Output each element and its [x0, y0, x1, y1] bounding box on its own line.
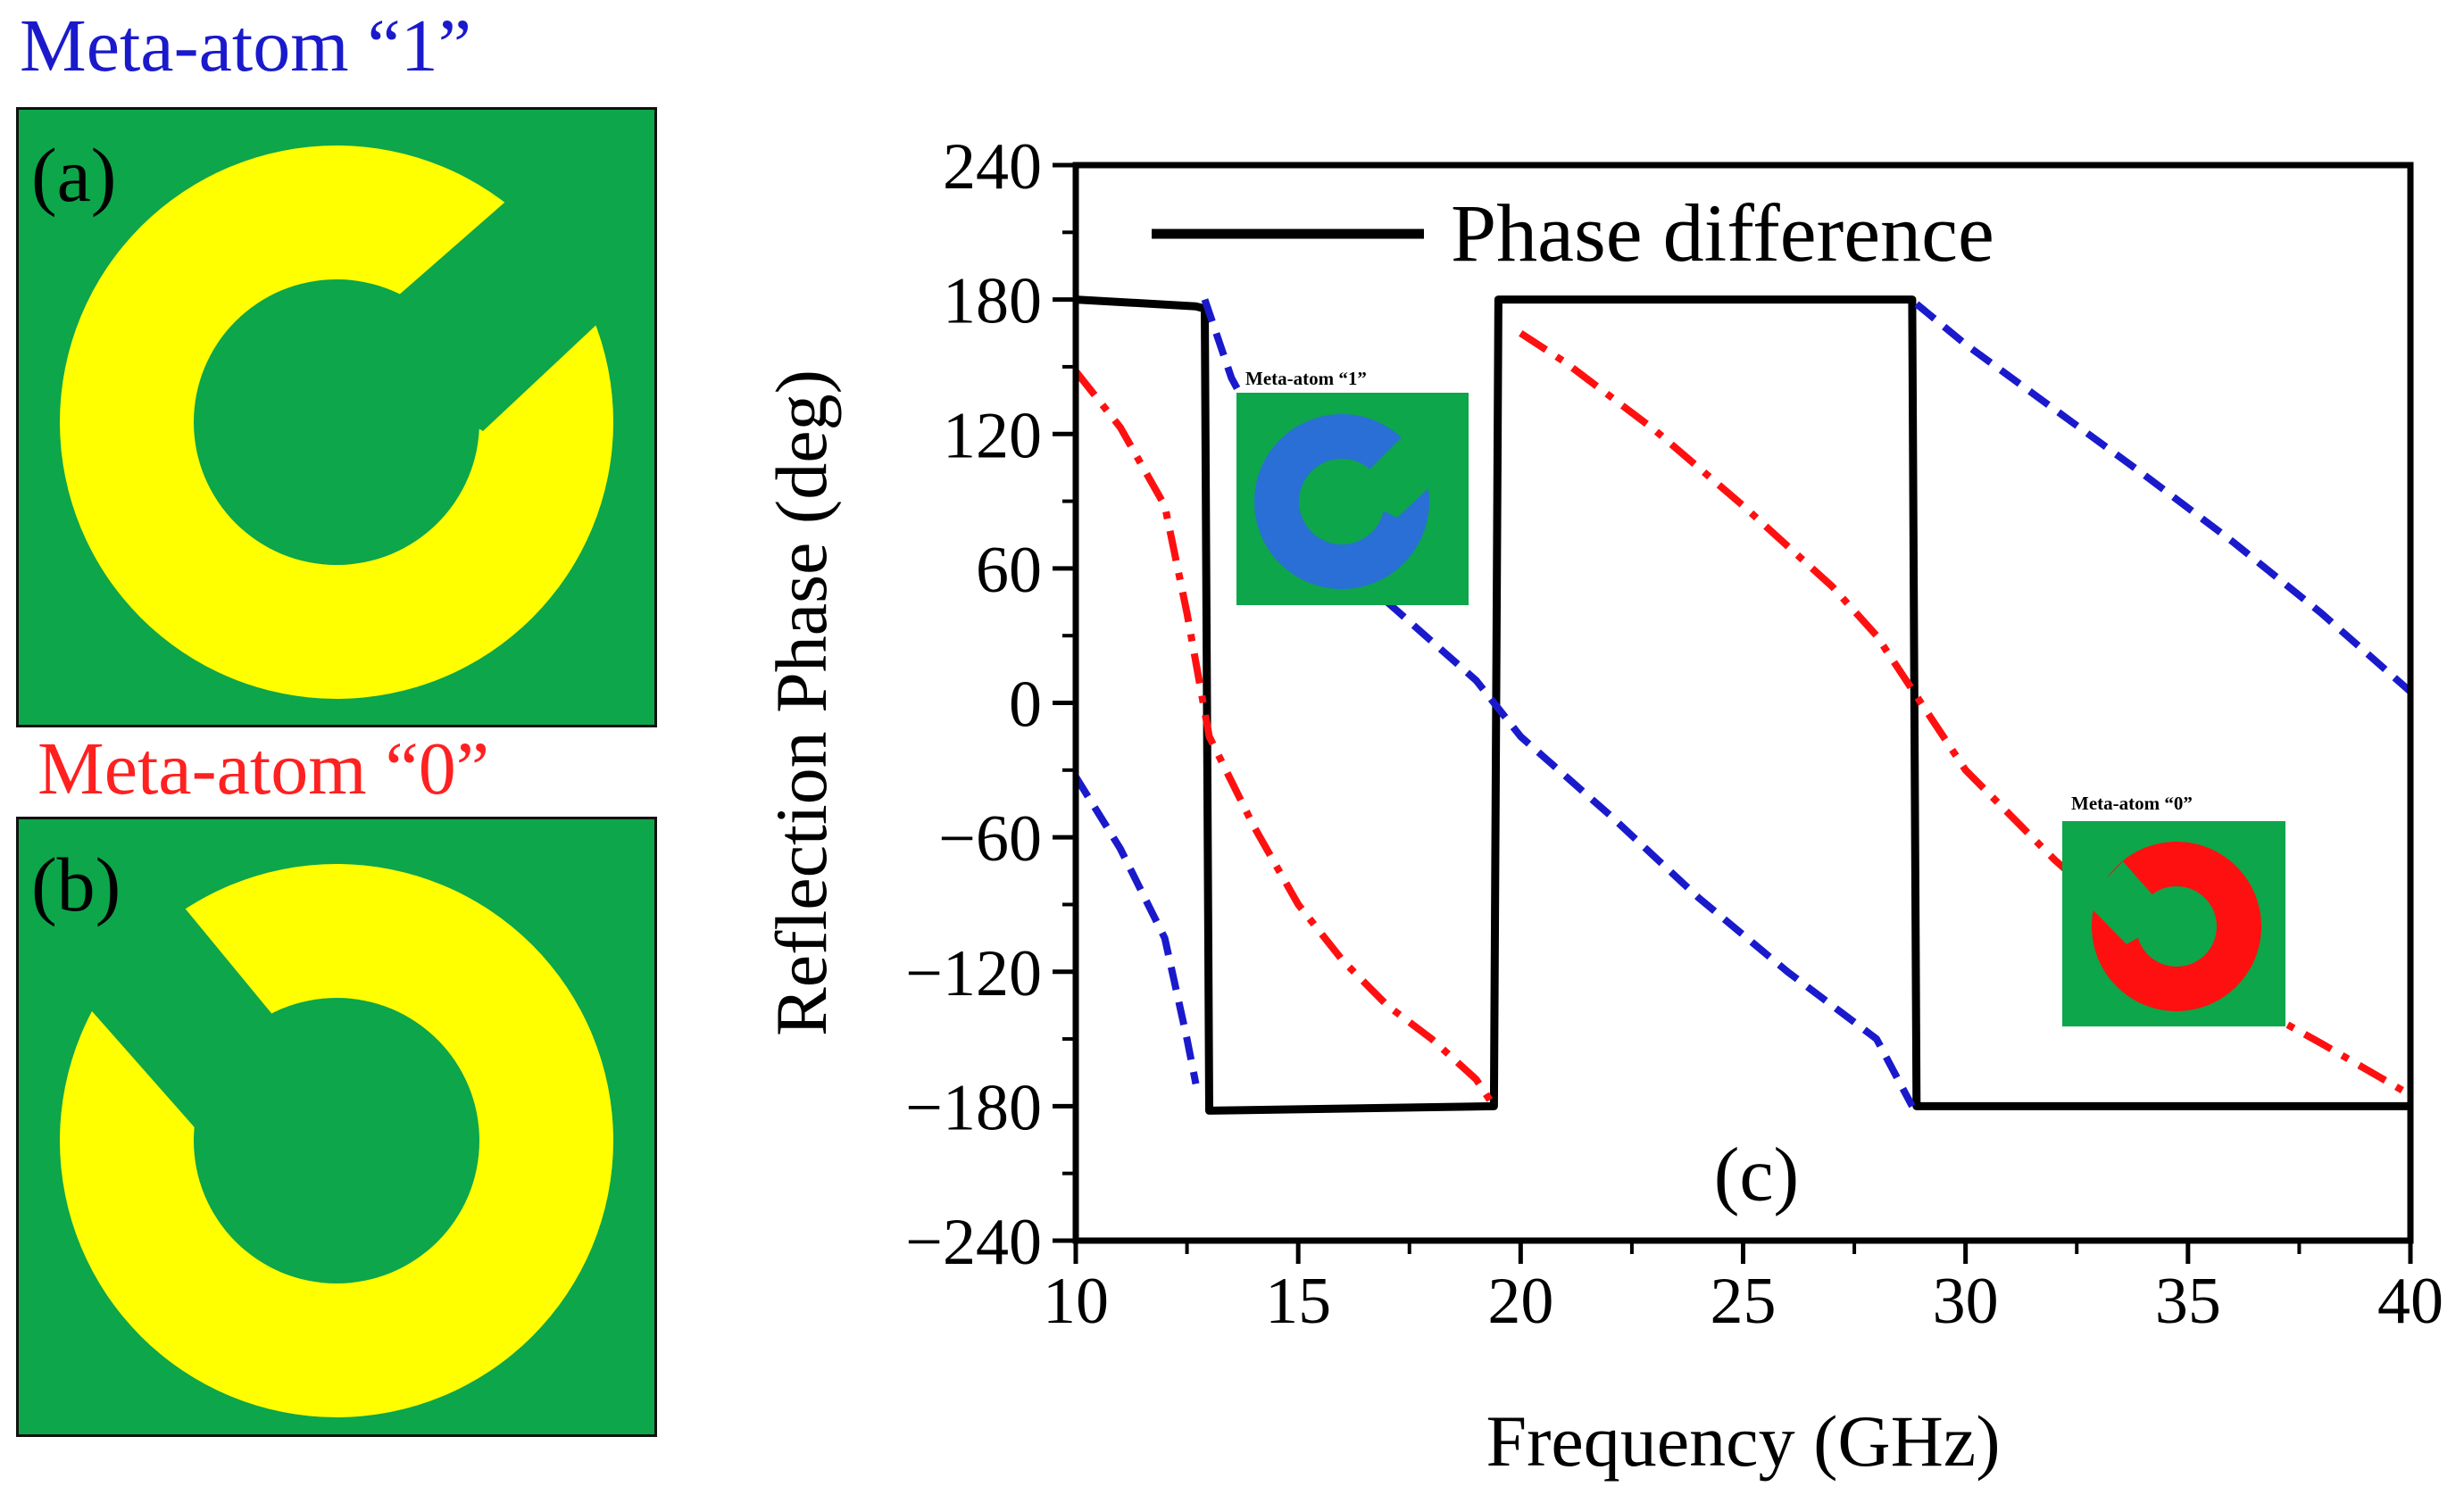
series-line-meta-atom-1 [1072, 775, 1200, 1085]
x-axis-label: Frequency (GHz) [1486, 1400, 2000, 1482]
inset-1-ring-graphic [1254, 414, 1440, 589]
legend-label-phase-difference: Phase difference [1451, 187, 1994, 278]
panel-b-unit-cell: (b) [16, 817, 657, 1437]
y-axis-label: Reflection Phase (deg) [761, 370, 842, 1036]
panel-a-split-ring-graphic [60, 145, 626, 699]
series-line-meta-atom-1 [1914, 301, 2413, 694]
series-line-meta-atom-0 [1072, 369, 1497, 1109]
panel-b-ring-gap [72, 891, 296, 1141]
inset-0-gap [2085, 861, 2162, 944]
x-tick-label: 35 [2155, 1265, 2221, 1338]
y-tick-label: 120 [943, 399, 1042, 472]
y-tick-label: −120 [905, 937, 1042, 1010]
y-tick-label: −60 [938, 802, 1042, 876]
panel-a-unit-cell: (a) [16, 107, 657, 727]
y-tick-label: 60 [976, 534, 1042, 607]
panel-a-letter: (a) [31, 132, 117, 218]
series-line-meta-atom-0 [1519, 329, 2413, 1099]
inset-meta-atom-0 [2062, 821, 2285, 1026]
panel-b-letter: (b) [31, 842, 121, 927]
inset-meta-atom-0-title: Meta-atom “0” [2071, 793, 2193, 814]
y-tick-label: 240 [943, 130, 1042, 203]
inset-1-gap [1361, 437, 1440, 518]
y-tick-label: −240 [905, 1206, 1042, 1279]
x-tick-label: 15 [1265, 1265, 1331, 1338]
x-tick-label: 25 [1711, 1265, 1777, 1338]
series-line-meta-atom-1 [1201, 298, 1916, 1109]
y-tick-label: 0 [1009, 669, 1042, 742]
series-line-phase-difference [1075, 295, 2410, 1115]
panel-c-label: (c) [1714, 1132, 1799, 1217]
inset-meta-atom-1 [1236, 393, 1469, 605]
y-tick-label: 180 [943, 265, 1042, 338]
inset-meta-atom-1-title: Meta-atom “1” [1245, 368, 1367, 389]
x-tick-label: 30 [1933, 1265, 1999, 1338]
panel-a-title: Meta-atom “1” [20, 4, 472, 87]
x-tick-label: 10 [1043, 1265, 1109, 1338]
x-tick-label: 40 [2377, 1265, 2443, 1338]
y-tick-label: −180 [905, 1071, 1042, 1144]
panel-b-title: Meta-atom “0” [37, 727, 490, 810]
inset-0-ring-graphic [2085, 842, 2261, 1011]
plot-frame [1072, 162, 2414, 1244]
x-tick-label: 20 [1487, 1265, 1553, 1338]
panel-b-split-ring-graphic [60, 864, 613, 1417]
panel-a-gap-stub [385, 288, 514, 395]
